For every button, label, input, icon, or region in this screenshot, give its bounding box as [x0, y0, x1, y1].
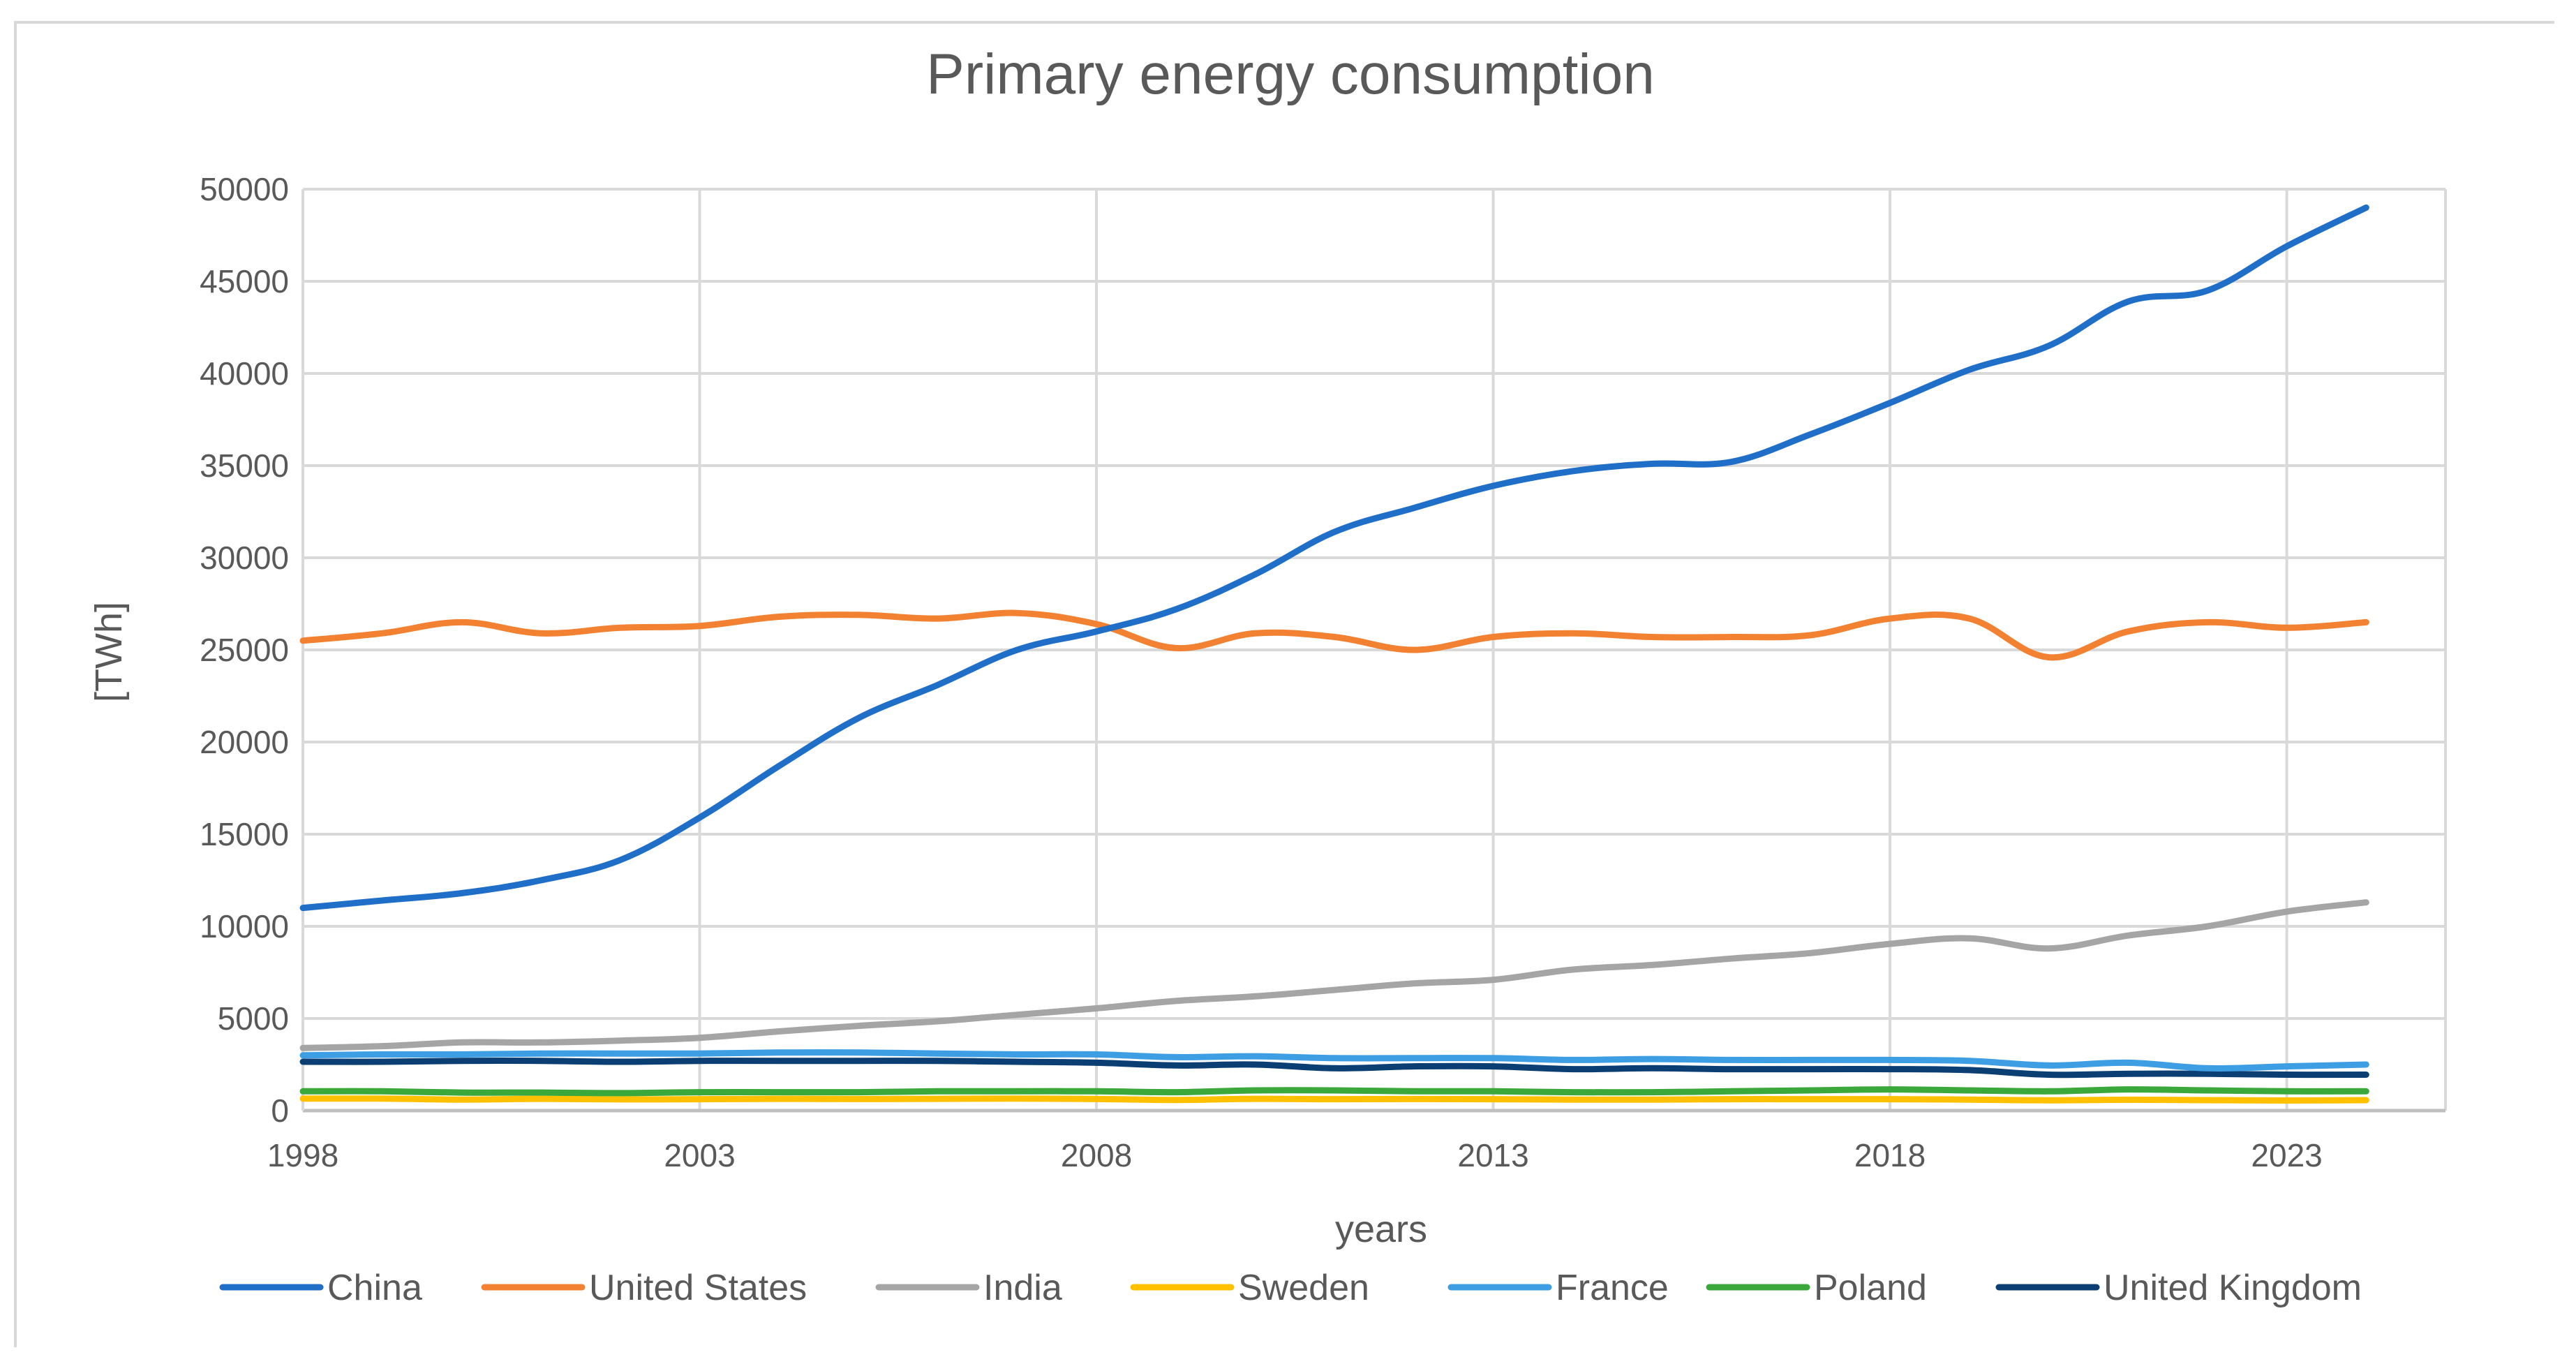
x-tick-label: 2003 — [664, 1137, 735, 1173]
y-tick-label: 35000 — [200, 447, 289, 484]
series-line-china — [299, 204, 2369, 912]
y-tick-label: 40000 — [200, 355, 289, 392]
legend-label-united-kingdom: United Kingdom — [2104, 1268, 2362, 1308]
series-line-france — [299, 1049, 2369, 1072]
x-tick-label: 2008 — [1061, 1137, 1132, 1173]
y-tick-label: 0 — [271, 1092, 289, 1129]
line-chart: 0 5000 10000 15000 20000 25000 30000 35000 40000… — [17, 24, 2557, 1350]
y-tick-label: 5000 — [218, 1000, 289, 1037]
legend-label-sweden: Sweden — [1238, 1268, 1369, 1308]
x-axis-ticks: 1998 2003 2008 2013 2018 2023 — [267, 1137, 2323, 1173]
y-tick-label: 45000 — [200, 263, 289, 299]
legend: China United States India Sweden France Polan… — [219, 1268, 2362, 1308]
axes — [301, 189, 2445, 1113]
y-axis-ticks: 0 5000 10000 15000 20000 25000 30000 35000 40000… — [200, 171, 289, 1129]
x-tick-label: 2018 — [1854, 1137, 1926, 1173]
legend-label-france: France — [1556, 1268, 1669, 1308]
y-tick-label: 50000 — [200, 171, 289, 207]
y-tick-label: 25000 — [200, 632, 289, 668]
series-line-sweden — [299, 1095, 2369, 1104]
series-line-poland — [299, 1086, 2369, 1097]
legend-label-china: China — [327, 1268, 422, 1308]
legend-label-poland: Poland — [1814, 1268, 1927, 1308]
series-line-india — [299, 899, 2369, 1051]
legend-label-united-states: United States — [589, 1268, 807, 1308]
chart-background — [17, 24, 2557, 1350]
series-line-united-states — [299, 609, 2369, 661]
legend-label-india: India — [983, 1268, 1062, 1308]
series-lines — [299, 204, 2369, 1104]
x-axis-label: years — [1335, 1208, 1427, 1250]
series-line-united-kingdom — [299, 1058, 2369, 1079]
y-tick-label: 10000 — [200, 908, 289, 944]
x-tick-label: 2013 — [1457, 1137, 1528, 1173]
x-tick-label: 2023 — [2251, 1137, 2322, 1173]
chart-frame: 0 5000 10000 15000 20000 25000 30000 35000 40000… — [14, 21, 2557, 1350]
y-axis-label: [TWh] — [88, 602, 130, 702]
y-tick-label: 20000 — [200, 724, 289, 760]
x-tick-label: 1998 — [267, 1137, 338, 1173]
chart-title: Primary energy consumption — [926, 43, 1655, 106]
y-tick-label: 15000 — [200, 816, 289, 852]
y-tick-label: 30000 — [200, 540, 289, 576]
